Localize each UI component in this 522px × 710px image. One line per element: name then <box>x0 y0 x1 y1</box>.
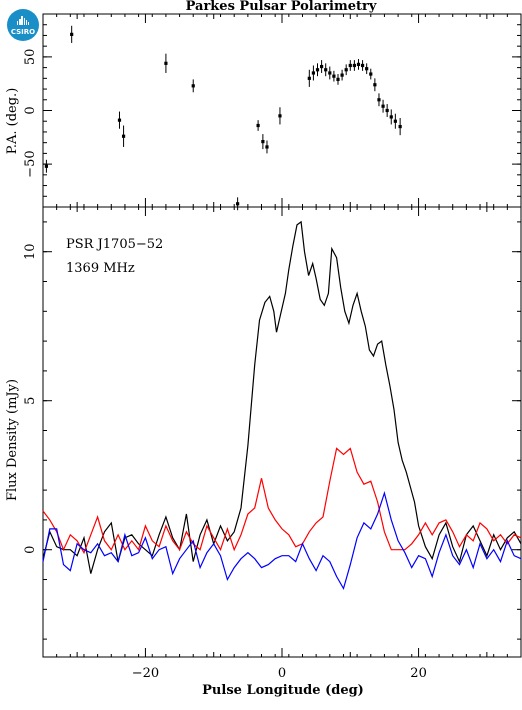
pa-point <box>344 68 348 72</box>
y-tick-label: −50 <box>23 150 38 177</box>
pa-point <box>332 74 336 78</box>
pa-point <box>307 76 311 80</box>
y-tick-label: 5 <box>23 397 38 405</box>
pa-point <box>360 63 365 68</box>
pa-point <box>352 63 356 68</box>
pa-point <box>70 32 74 36</box>
pa-point <box>311 71 316 75</box>
pa-point <box>320 64 324 69</box>
x-tick-label: 0 <box>278 666 286 681</box>
pa-point <box>117 118 122 122</box>
pa-point <box>336 77 340 82</box>
pa-point <box>377 98 381 102</box>
pa-point <box>121 134 126 138</box>
pa-point <box>393 119 397 123</box>
y-tick-label: 0 <box>23 106 38 114</box>
y-tick-label: 10 <box>23 243 38 260</box>
flux-y-axis-label: Flux Density (mJy) <box>5 379 20 501</box>
pa-point <box>348 63 352 68</box>
pa-point <box>389 115 393 119</box>
logo-bars-icon <box>17 16 30 25</box>
pa-point <box>369 72 373 76</box>
pa-point <box>265 145 269 149</box>
pa-point <box>278 114 282 118</box>
pa-point <box>324 68 328 72</box>
pa-point <box>164 61 168 65</box>
pa-point <box>256 123 260 128</box>
pa-point <box>356 62 361 66</box>
linear-polarization-line <box>42 447 522 555</box>
logo-text: CSIRO <box>10 28 36 36</box>
pa-point <box>365 67 369 71</box>
y-tick-label: 0 <box>23 546 38 554</box>
x-axis-label: Pulse Longitude (deg) <box>202 683 364 698</box>
pa-point <box>373 83 377 87</box>
pa-point <box>381 104 385 108</box>
pa-point <box>44 164 49 168</box>
frequency-annotation: 1369 MHz <box>66 261 135 276</box>
pa-point <box>385 108 389 113</box>
pa-point <box>261 139 265 144</box>
pa-point <box>315 68 320 72</box>
pulsar-name-annotation: PSR J1705−52 <box>66 237 163 252</box>
pa-point <box>340 73 344 77</box>
circular-polarization-line <box>42 490 522 591</box>
y-tick-label: 50 <box>23 49 38 66</box>
pa-point <box>398 124 402 129</box>
figure-title: Parkes Pulsar Polarimetry <box>186 0 377 14</box>
pa-y-axis-label: P.A. (deg.) <box>5 88 20 155</box>
flux-panel: −20 0 20 0 5 10 <box>23 206 522 681</box>
csiro-logo: CSIRO <box>7 9 39 41</box>
pa-frame <box>42 13 522 208</box>
x-tick-label: 20 <box>410 666 427 681</box>
pa-point <box>191 84 195 88</box>
pa-point <box>236 202 240 206</box>
x-tick-label: −20 <box>132 666 159 681</box>
pa-panel: −50 0 50 <box>23 13 522 211</box>
pa-point <box>328 71 332 75</box>
total-intensity-line <box>42 220 522 574</box>
